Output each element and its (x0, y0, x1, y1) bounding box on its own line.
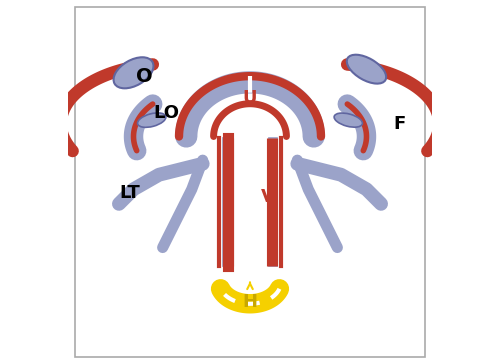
Text: H: H (242, 293, 258, 311)
Ellipse shape (347, 55, 386, 84)
Ellipse shape (138, 113, 166, 127)
Text: LT: LT (120, 184, 141, 202)
Ellipse shape (114, 57, 154, 88)
FancyBboxPatch shape (76, 7, 424, 357)
Text: LO: LO (154, 104, 180, 122)
Text: F: F (393, 115, 406, 133)
Text: V: V (262, 187, 275, 206)
Ellipse shape (334, 113, 362, 127)
Text: O: O (136, 67, 153, 86)
Text: U: U (243, 89, 257, 107)
